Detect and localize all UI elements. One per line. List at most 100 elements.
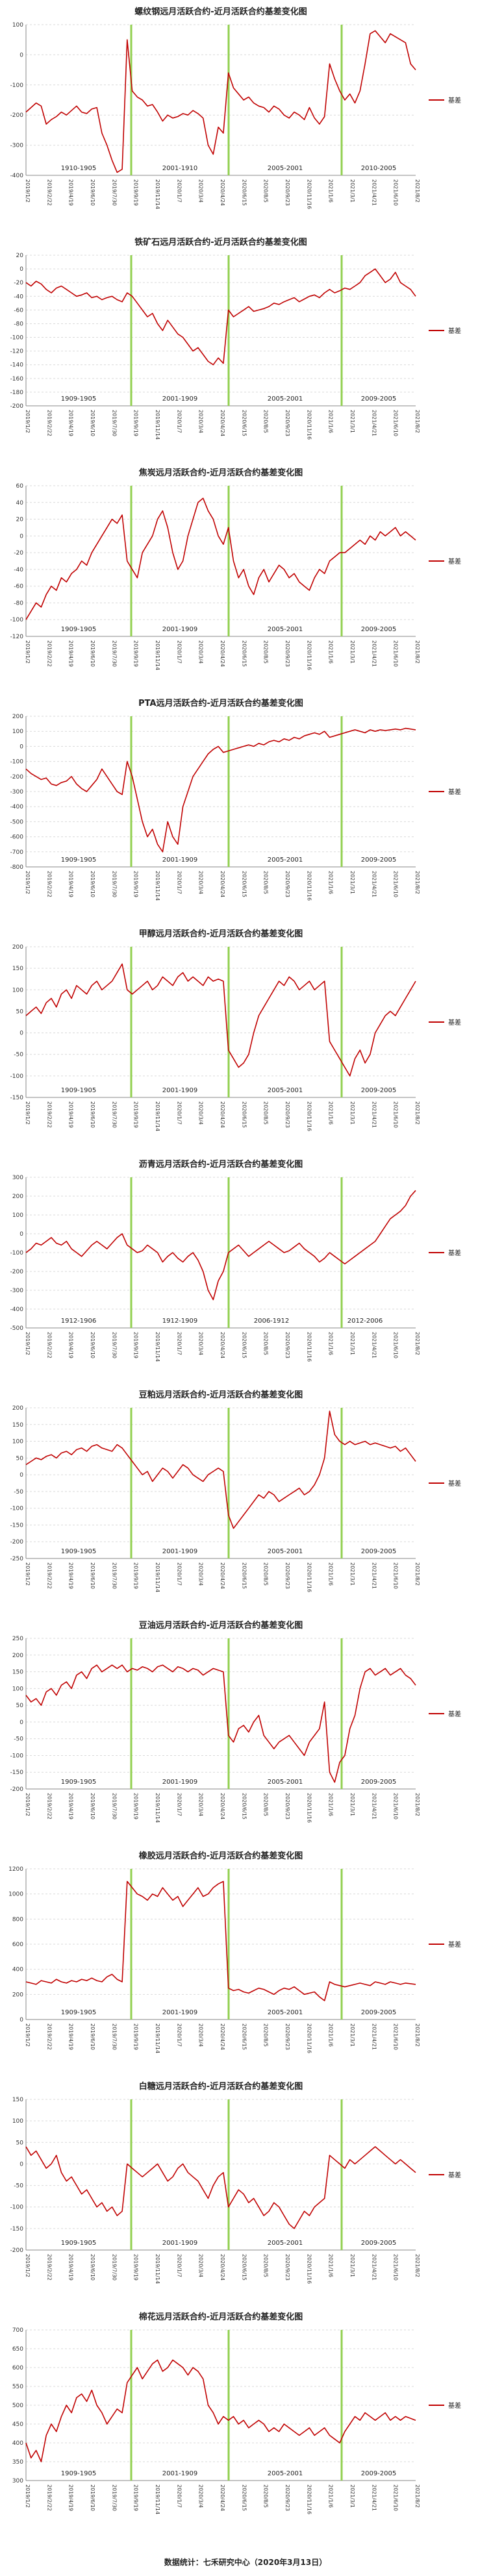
x-tick-label: 2021/3/1: [349, 1332, 355, 1355]
x-tick-label: 2020/8/5: [263, 2023, 269, 2047]
x-tick-label: 2020/4/24: [220, 179, 225, 206]
chart-panel: 甲醇远月活跃合约-近月活跃合约基差变化图 200 150 100 50 0 -50 -100 -…: [0, 923, 491, 1154]
y-tick-label: -400: [10, 1307, 24, 1313]
series-line: [25, 497, 416, 620]
x-tick-label: 2021/4/21: [371, 1101, 377, 1128]
x-tick-label: 2019/1/2: [25, 2254, 31, 2277]
y-tick-label: -400: [10, 804, 24, 810]
legend-label: 基差: [448, 1940, 461, 1949]
segment-label: 1909-1905: [61, 857, 97, 864]
segment-label: 1909-1905: [61, 395, 97, 403]
x-tick-label: 2020/8/5: [263, 1562, 269, 1586]
x-tick-label: 2020/9/23: [284, 2023, 290, 2050]
segment-label: 2005-2001: [268, 1087, 303, 1094]
y-tick-label: -50: [14, 1736, 23, 1743]
segment-label: 2001-1910: [162, 165, 198, 172]
x-tick-label: 2021/6/10: [393, 1332, 399, 1358]
y-tick-label: -100: [10, 759, 24, 766]
x-tick-label: 2019/2/22: [46, 1101, 52, 1128]
y-tick-label: 150: [12, 966, 23, 972]
x-tick-label: 2020/8/5: [263, 871, 269, 894]
y-tick-label: 0: [19, 2161, 23, 2168]
segment-label: 2001-1909: [162, 2470, 198, 2477]
y-tick-label: 400: [12, 1967, 23, 1973]
segment-label: 2001-1909: [162, 395, 198, 403]
x-tick-label: 2020/1/7: [176, 2254, 182, 2277]
y-tick-label: 500: [12, 2403, 23, 2409]
segment-label: 2005-2001: [268, 2240, 303, 2247]
x-tick-label: 2019/1/2: [25, 410, 31, 433]
x-tick-label: 2020/4/24: [220, 1793, 225, 1819]
legend-label: 基差: [448, 788, 461, 796]
x-tick-label: 2021/6/10: [393, 2484, 399, 2511]
x-tick-label: 2021/6/10: [393, 1793, 399, 1819]
legend-label: 基差: [448, 96, 461, 105]
y-tick-label: 0: [19, 52, 23, 58]
x-tick-label: 2020/8/5: [263, 1101, 269, 1125]
x-tick-label: 2019/2/22: [46, 179, 52, 206]
x-tick-label: 2021/3/1: [349, 640, 355, 664]
x-tick-label: 2019/9/19: [133, 1332, 139, 1358]
y-tick-label: 0: [19, 533, 23, 540]
x-tick-label: 2021/3/1: [349, 2484, 355, 2508]
chart-title: 甲醇远月活跃合约-近月活跃合约基差变化图: [139, 929, 303, 939]
x-tick-label: 2019/9/19: [133, 1793, 139, 1819]
x-tick-label: 2019/4/19: [68, 2023, 74, 2050]
segment-label: 1909-1905: [61, 2240, 97, 2247]
x-tick-label: 2019/4/19: [68, 1562, 74, 1589]
y-tick-label: -100: [10, 2205, 24, 2211]
y-tick-label: 800: [12, 1916, 23, 1923]
series-line: [25, 1190, 416, 1301]
x-tick-label: 2020/11/16: [306, 2254, 312, 2284]
x-tick-label: 2020/9/23: [284, 1793, 290, 1819]
y-tick-label: 100: [12, 1686, 23, 1692]
x-tick-label: 2020/3/4: [198, 410, 204, 433]
legend-label: 基差: [448, 2401, 461, 2410]
segment-label: 2009-2005: [361, 2470, 397, 2477]
x-tick-label: 2020/4/24: [220, 1332, 225, 1358]
x-tick-label: 2019/11/14: [155, 2254, 160, 2284]
segment-label: 2009-2005: [361, 395, 397, 403]
y-tick-label: -140: [10, 362, 24, 369]
x-tick-label: 2019/1/2: [25, 1101, 31, 1125]
x-tick-label: 2021/1/6: [328, 179, 334, 203]
x-tick-label: 2020/9/23: [284, 2254, 290, 2281]
y-tick-label: -100: [10, 1506, 24, 1512]
x-tick-label: 2019/7/30: [111, 1793, 117, 1819]
y-tick-label: 150: [12, 1422, 23, 1429]
segment-label: 2009-2005: [361, 1548, 397, 1555]
x-tick-label: 2019/2/22: [46, 2484, 52, 2511]
y-tick-label: -100: [10, 1250, 24, 1257]
x-tick-label: 2019/9/19: [133, 2254, 139, 2281]
y-tick-label: -50: [14, 2183, 23, 2190]
y-tick-label: -150: [10, 1095, 24, 1101]
x-tick-label: 2019/11/14: [155, 871, 160, 901]
x-tick-label: 2019/6/10: [90, 871, 95, 897]
segment-label: 2010-2005: [361, 165, 397, 172]
chart-title: 铁矿石远月活跃合约-近月活跃合约基差变化图: [134, 237, 307, 247]
x-tick-label: 2019/11/14: [155, 2484, 160, 2514]
x-tick-label: 2021/6/10: [393, 1562, 399, 1589]
segment-label: 2001-1909: [162, 1779, 198, 1786]
chart-panel: 豆油远月活跃合约-近月活跃合约基差变化图 250 200 150 100 50 0 -50 -1…: [0, 1615, 491, 1845]
segment-label: 1909-1905: [61, 2009, 97, 2016]
x-tick-label: 2019/1/2: [25, 2484, 31, 2508]
x-tick-label: 2020/1/7: [176, 871, 182, 894]
x-tick-label: 2019/11/14: [155, 640, 160, 670]
segment-label: 2009-2005: [361, 857, 397, 864]
x-tick-label: 2021/8/2: [414, 640, 420, 664]
y-tick-label: 200: [12, 1992, 23, 1998]
x-tick-label: 2021/3/1: [349, 1793, 355, 1816]
y-tick-label: -100: [10, 82, 24, 89]
y-tick-label: 1200: [8, 1866, 23, 1873]
x-tick-label: 2019/7/30: [111, 1332, 117, 1358]
x-tick-label: 2020/6/15: [241, 1332, 247, 1358]
x-tick-label: 2020/11/16: [306, 871, 312, 901]
y-tick-label: -60: [14, 584, 23, 590]
x-tick-label: 2020/6/15: [241, 179, 247, 206]
y-tick-label: 50: [16, 1703, 24, 1709]
legend-label: 基差: [448, 557, 461, 566]
segment-label: 2005-2001: [268, 626, 303, 633]
y-tick-label: 600: [12, 1942, 23, 1948]
x-tick-label: 2021/4/21: [371, 640, 377, 667]
